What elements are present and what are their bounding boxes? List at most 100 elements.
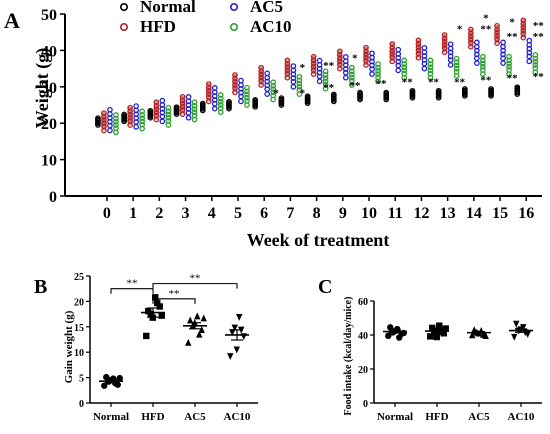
point-ac10 [375,71,381,77]
point-hfd [284,70,291,77]
significance-mark: ** [323,60,335,72]
data-point [229,329,236,337]
point-ac5 [447,41,454,48]
gain-weight-chart: 0 5 10 15 20 25 Normal HFD AC5 AC10 ** ** ** Gain we… [63,272,258,423]
point-ac10 [532,55,539,62]
point-hfd [258,71,265,78]
data-point [233,346,240,354]
point-hfd [520,27,527,34]
point-ac10 [322,75,329,82]
point-ac10 [139,118,145,125]
point-ac10 [217,98,224,105]
data-point [396,334,403,341]
point-ac10 [480,60,486,67]
data-point [511,333,518,341]
point-hfd [153,99,160,106]
point-ac10 [453,59,460,66]
point-hfd [520,17,527,24]
point-ac5 [342,54,349,60]
x-tick-label: 6 [260,205,268,222]
point-ac5 [395,67,402,74]
point-ac10 [165,114,172,121]
point-ac5 [159,118,166,125]
point-normal [304,93,311,100]
point-ac10 [244,94,250,101]
point-hfd [205,81,212,87]
category-label: AC5 [184,411,206,423]
data-point [185,338,192,346]
y-axis-label: Food intake (kcal/day/mice) [343,297,354,416]
point-ac10 [191,99,198,106]
data-point [469,331,476,339]
point-ac10 [191,112,198,119]
significance-bracket [152,283,238,289]
point-hfd [310,60,317,67]
point-ac5 [133,123,139,130]
point-hfd [127,111,133,118]
point-hfd [336,58,343,65]
point-hfd [494,22,500,29]
category-label: AC5 [468,411,490,423]
point-ac10 [480,63,486,70]
point-hfd [284,61,291,67]
significance-mark: ** [376,78,388,90]
point-hfd [336,52,343,58]
x-tick-label: 13 [440,205,456,222]
x-tick-label: 16 [518,205,534,222]
point-hfd [205,94,212,101]
significance-mark: ** [454,76,466,88]
point-hfd [179,100,186,107]
x-tick-label: 7 [286,205,294,222]
point-ac10 [427,64,434,71]
point-ac5 [185,94,192,100]
point-ac5 [264,70,271,77]
significance-mark: ** [323,82,335,94]
point-normal [435,87,442,94]
x-tick-label: 0 [103,205,111,222]
legend-label: HFD [140,17,176,36]
point-ac10 [270,86,277,92]
point-ac10 [296,83,303,90]
data-point [200,314,207,322]
point-hfd [468,30,474,36]
data-point [196,330,203,338]
point-hfd [310,53,317,60]
point-hfd [363,58,369,64]
point-ac10 [113,112,119,118]
point-ac10 [348,71,355,78]
point-ac5 [159,97,166,104]
point-normal [147,107,154,114]
point-ac10 [165,108,172,115]
point-ac5 [185,114,192,121]
food-intake-chart: 0 20 40 60 Normal HFD AC5 AC10 Food intake (kca… [343,297,542,423]
point-normal [199,100,206,107]
point-hfd [127,118,133,124]
y-axis-label: Gain weight (g) [63,310,75,383]
significance-bracket [152,298,196,304]
point-normal [462,86,468,92]
point-hfd [389,41,396,47]
point-ac10 [113,118,119,125]
category-label: Normal [93,411,129,423]
point-normal [409,87,416,94]
y-tick-label: 30 [41,80,57,97]
point-ac5 [211,85,218,91]
point-ac10 [427,61,434,67]
point-hfd [389,54,396,61]
data-point [436,322,443,329]
point-ac10 [296,80,303,87]
point-hfd [153,112,160,119]
point-ac5 [500,60,506,66]
point-hfd [363,54,369,61]
significance-mark: * [483,13,489,25]
point-hfd [153,106,160,112]
point-hfd [284,67,291,74]
point-normal [514,84,521,91]
significance-mark: ** [507,73,519,85]
category-label: HFD [425,411,448,423]
significance-mark: * [509,16,515,28]
panel-label-a: A [4,8,20,33]
point-hfd [153,103,160,109]
point-ac10 [322,81,329,88]
data-point [187,316,194,324]
